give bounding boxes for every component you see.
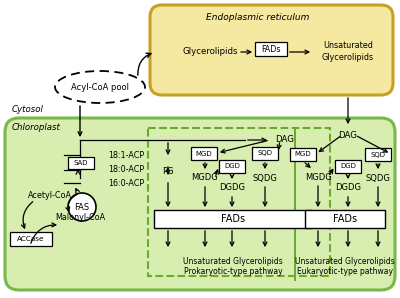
- Text: Unsaturated: Unsaturated: [323, 41, 373, 50]
- Text: DGD: DGD: [340, 164, 356, 170]
- Text: SQDG: SQDG: [252, 173, 278, 182]
- Text: SQDG: SQDG: [366, 173, 390, 182]
- Text: MGD: MGD: [196, 150, 212, 156]
- Text: SAD: SAD: [74, 160, 88, 166]
- Bar: [252, 147, 278, 160]
- Text: Endoplasmic reticulum: Endoplasmic reticulum: [206, 13, 310, 21]
- Text: SQD: SQD: [370, 151, 386, 158]
- Bar: [219, 160, 245, 173]
- Text: DAG: DAG: [276, 136, 294, 145]
- Text: FADs: FADs: [221, 214, 245, 224]
- Text: FADs: FADs: [333, 214, 357, 224]
- Text: Acetyl-CoA: Acetyl-CoA: [28, 192, 72, 201]
- Text: Eukaryotic-type pathway: Eukaryotic-type pathway: [297, 268, 393, 277]
- Text: DGD: DGD: [224, 164, 240, 170]
- Text: Prokaryotic-type pathway: Prokaryotic-type pathway: [184, 268, 282, 277]
- Text: Malonyl-CoA: Malonyl-CoA: [55, 213, 105, 223]
- Bar: [191, 147, 217, 160]
- Text: MGD: MGD: [295, 151, 311, 158]
- Text: MGDG: MGDG: [305, 173, 331, 181]
- Text: Glycerolipids: Glycerolipids: [182, 47, 238, 57]
- Bar: [335, 160, 361, 173]
- Text: 18:1-ACP: 18:1-ACP: [108, 150, 144, 159]
- Text: FAS: FAS: [74, 203, 90, 212]
- Ellipse shape: [55, 71, 145, 103]
- Text: 18:0-ACP: 18:0-ACP: [108, 165, 144, 175]
- Text: Unsaturated Glycerolipids: Unsaturated Glycerolipids: [183, 257, 283, 266]
- Text: DAG: DAG: [338, 131, 358, 139]
- Bar: [290, 148, 316, 161]
- Bar: [148, 128, 330, 276]
- Text: Chloroplast: Chloroplast: [12, 123, 61, 133]
- Bar: [365, 148, 391, 161]
- Text: ACCase: ACCase: [17, 236, 45, 242]
- Bar: [68, 157, 94, 169]
- Text: Acyl-CoA pool: Acyl-CoA pool: [71, 83, 129, 91]
- Bar: [10, 232, 52, 246]
- Bar: [255, 42, 287, 56]
- Text: Unsaturated Glycerolipids: Unsaturated Glycerolipids: [295, 257, 395, 266]
- FancyBboxPatch shape: [5, 118, 395, 290]
- Bar: [305, 210, 385, 228]
- Text: 16:0-ACP: 16:0-ACP: [108, 179, 144, 187]
- Circle shape: [68, 193, 96, 221]
- Bar: [154, 210, 312, 228]
- Text: FADs: FADs: [261, 44, 281, 54]
- Text: DGDG: DGDG: [219, 184, 245, 193]
- Text: DGDG: DGDG: [335, 184, 361, 193]
- Text: SQD: SQD: [258, 150, 272, 156]
- Text: Cytosol: Cytosol: [12, 105, 44, 114]
- Text: MGDG: MGDG: [192, 173, 218, 182]
- Text: Glycerolipids: Glycerolipids: [322, 54, 374, 63]
- FancyBboxPatch shape: [150, 5, 393, 95]
- Text: PG: PG: [162, 167, 174, 176]
